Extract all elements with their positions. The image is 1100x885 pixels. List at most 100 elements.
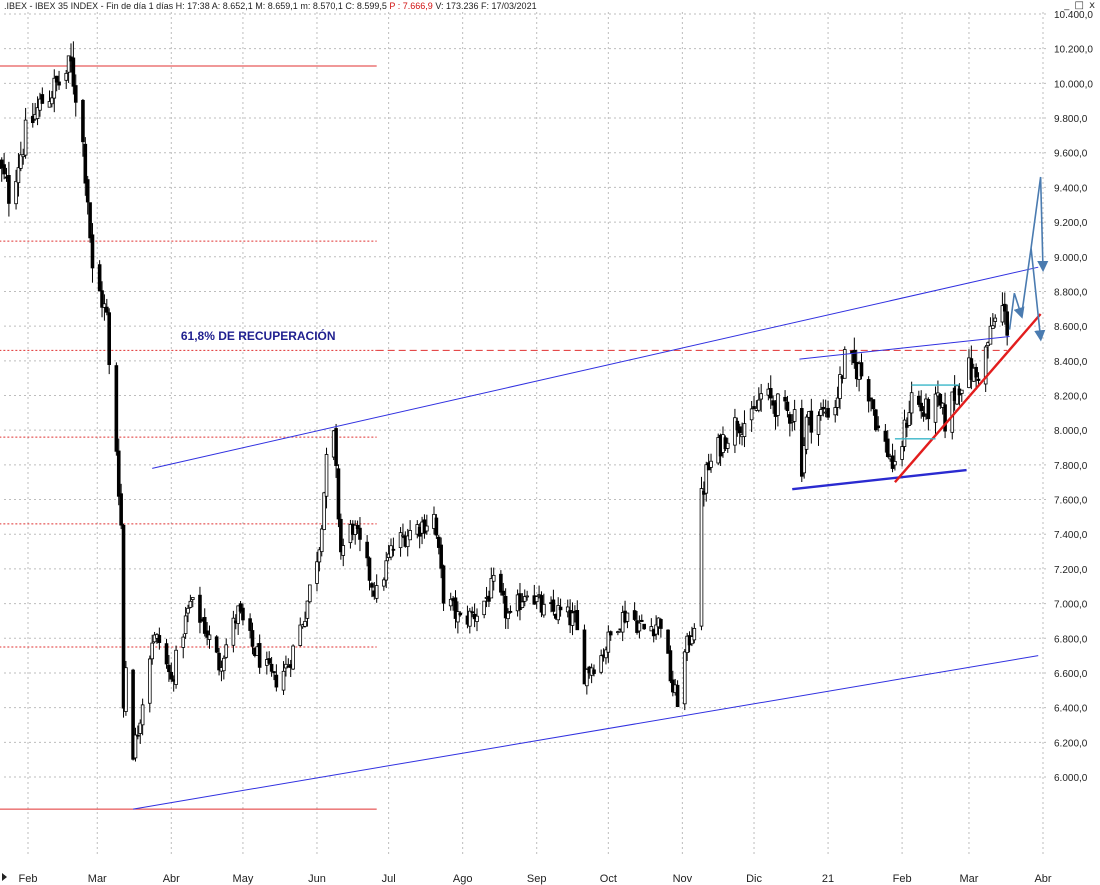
x-tick-label: Mar <box>959 873 978 885</box>
close-value: C: 8.599,5 <box>345 1 387 11</box>
candle-body <box>188 600 193 608</box>
candle-body <box>334 428 338 466</box>
candle-body <box>217 652 221 671</box>
candle-body <box>319 528 324 553</box>
candle-body <box>826 407 830 418</box>
candle-body <box>632 610 637 620</box>
y-tick-label: 6.800,0 <box>1054 634 1088 645</box>
projection-arrow <box>1030 176 1049 273</box>
y-tick-label: 9.800,0 <box>1054 114 1088 125</box>
candle-body <box>983 346 988 385</box>
candle-body <box>267 658 272 664</box>
candle-body <box>205 630 209 638</box>
candle-body <box>0 159 4 169</box>
candle-body <box>64 72 69 81</box>
open-value: A: 8.652,1 <box>211 1 253 11</box>
candle-body <box>821 406 826 410</box>
candle-body <box>35 107 40 119</box>
candle-body <box>202 617 207 634</box>
candle-body <box>83 143 88 184</box>
candle-body <box>508 610 513 613</box>
y-tick-label: 7.600,0 <box>1054 496 1088 507</box>
candle-body <box>704 464 709 494</box>
candle-body <box>585 669 589 687</box>
candle-body <box>425 525 429 532</box>
y-tick-label: 8.600,0 <box>1054 322 1088 333</box>
candle-body <box>558 606 563 611</box>
retracement-annotation: 61,8% DE RECUPERACIÓN <box>181 328 336 343</box>
axis-start-marker <box>2 873 7 881</box>
candle-body <box>575 610 580 631</box>
maximize-button[interactable]: □ <box>1074 0 1085 11</box>
candle-body <box>324 454 329 497</box>
red-trendline <box>894 313 1042 483</box>
candle-body <box>19 154 23 169</box>
close-button[interactable]: x <box>1089 0 1096 11</box>
candle-body <box>269 663 274 672</box>
candle-body <box>783 396 787 402</box>
candle-body <box>97 264 102 292</box>
candle-body <box>499 573 503 593</box>
y-tick-label: 9.400,0 <box>1054 183 1088 194</box>
y-tick-label: 6.200,0 <box>1054 738 1088 749</box>
candle-body <box>859 362 864 377</box>
x-tick-label: Nov <box>673 873 693 885</box>
x-tick-label: Jul <box>382 873 396 885</box>
candle-body <box>976 378 981 381</box>
candle-body <box>238 603 243 612</box>
candle-body <box>88 202 92 239</box>
candle-body <box>448 598 453 607</box>
triangle-upper-line <box>799 336 1010 360</box>
candle-body <box>475 615 479 622</box>
candle-body <box>121 524 126 709</box>
candle-body <box>198 594 202 623</box>
y-tick-label: 7.000,0 <box>1054 600 1088 611</box>
candle-body <box>73 85 78 103</box>
candle-body <box>489 578 494 599</box>
y-tick-label: 8.800,0 <box>1054 287 1088 298</box>
candle-body <box>353 524 357 535</box>
candle-body <box>257 643 262 668</box>
candle-body <box>921 412 926 417</box>
x-tick-label: Feb <box>893 873 912 885</box>
candle-body <box>608 631 613 636</box>
candle-body <box>666 629 670 654</box>
candle-body <box>174 649 178 685</box>
candle-body <box>315 561 319 584</box>
candle-body <box>866 379 871 402</box>
candle-body <box>453 597 458 619</box>
candle-body <box>768 388 773 399</box>
candle-body <box>434 517 439 536</box>
triangle-support-line <box>792 468 967 491</box>
candle-body <box>835 397 840 408</box>
candle-body <box>907 412 912 426</box>
y-tick-label: 8.200,0 <box>1054 392 1088 403</box>
candle-body <box>876 425 881 429</box>
candle-body <box>57 81 61 86</box>
period-label: Fin de día 1 días <box>106 1 174 11</box>
chart-title-bar: .IBEX - IBEX 35 INDEX - Fin de día 1 día… <box>4 1 537 11</box>
candle-body <box>305 600 310 619</box>
minimize-button[interactable]: _ <box>1064 0 1071 11</box>
candle-body <box>186 607 190 614</box>
candle-body <box>66 55 71 73</box>
candle-body <box>642 623 646 630</box>
candle-body <box>116 450 121 497</box>
candle-body <box>405 535 410 548</box>
candle-body <box>592 669 596 674</box>
candle-body <box>382 579 386 587</box>
candle-body <box>871 399 876 410</box>
candle-body <box>506 612 510 620</box>
candle-body <box>503 595 508 619</box>
prev-value: P : 7.666,9 <box>389 1 433 11</box>
candle-body <box>190 597 195 600</box>
candle-body <box>181 636 186 648</box>
candle-body <box>470 611 475 614</box>
candle-body <box>317 549 322 563</box>
candle-body <box>222 657 226 672</box>
candle-body <box>370 583 374 588</box>
candle-body <box>138 722 143 734</box>
candle-body <box>336 468 341 520</box>
candle-body <box>735 420 740 431</box>
candle-body <box>551 599 556 612</box>
